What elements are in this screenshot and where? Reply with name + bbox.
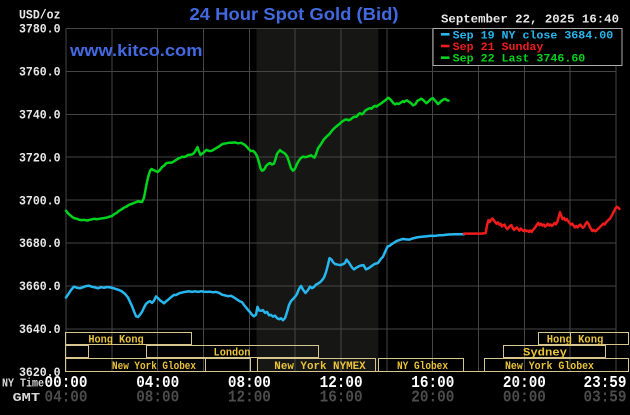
svg-text:Hong Kong: Hong Kong — [547, 335, 604, 347]
svg-text:3640.0: 3640.0 — [19, 322, 61, 337]
svg-text:3740.0: 3740.0 — [19, 108, 61, 123]
svg-text:www.kitco.com: www.kitco.com — [69, 41, 203, 60]
svg-text:3760.0: 3760.0 — [19, 65, 61, 80]
svg-text:04:00: 04:00 — [136, 374, 179, 392]
svg-text:08:00: 08:00 — [228, 374, 271, 392]
svg-text:London: London — [214, 348, 251, 360]
svg-text:20:00: 20:00 — [411, 389, 454, 407]
svg-text:NY Globex: NY Globex — [397, 361, 448, 373]
svg-text:3660.0: 3660.0 — [19, 279, 61, 294]
svg-text:September 22, 2025 16:40: September 22, 2025 16:40 — [441, 12, 619, 26]
svg-text:Sep 22 Last 3746.60: Sep 22 Last 3746.60 — [453, 54, 586, 66]
svg-text:08:00: 08:00 — [136, 389, 179, 407]
svg-text:NY Time: NY Time — [2, 378, 44, 391]
svg-text:12:00: 12:00 — [320, 374, 363, 392]
svg-text:16:00: 16:00 — [411, 374, 454, 392]
svg-text:Sydney: Sydney — [523, 348, 568, 360]
svg-text:3680.0: 3680.0 — [19, 236, 61, 251]
svg-text:12:00: 12:00 — [228, 389, 271, 407]
svg-text:3780.0: 3780.0 — [19, 22, 61, 37]
svg-text:New York Globex: New York Globex — [112, 361, 196, 373]
svg-text:Sep 21 Sunday: Sep 21 Sunday — [453, 42, 544, 54]
svg-text:24 Hour Spot Gold (Bid): 24 Hour Spot Gold (Bid) — [190, 4, 399, 24]
svg-text:Hong Kong: Hong Kong — [88, 335, 143, 347]
svg-text:New York Globex: New York Globex — [505, 361, 594, 373]
svg-text:Sep 19 NY close 3684.00: Sep 19 NY close 3684.00 — [453, 30, 614, 42]
svg-text:3620.0: 3620.0 — [19, 365, 61, 380]
svg-text:16:00: 16:00 — [320, 389, 363, 407]
svg-text:USD/oz: USD/oz — [19, 7, 61, 22]
svg-text:3700.0: 3700.0 — [19, 193, 61, 208]
svg-text:3720.0: 3720.0 — [19, 150, 61, 165]
svg-text:20:00: 20:00 — [503, 374, 546, 392]
svg-text:04:00: 04:00 — [45, 389, 88, 407]
svg-text:New York NYMEX: New York NYMEX — [274, 361, 366, 373]
svg-text:GMT: GMT — [13, 392, 41, 405]
svg-text:23:59: 23:59 — [584, 374, 627, 392]
svg-text:00:00: 00:00 — [503, 389, 546, 407]
svg-text:00:00: 00:00 — [45, 374, 88, 392]
svg-text:03:59: 03:59 — [584, 389, 627, 407]
